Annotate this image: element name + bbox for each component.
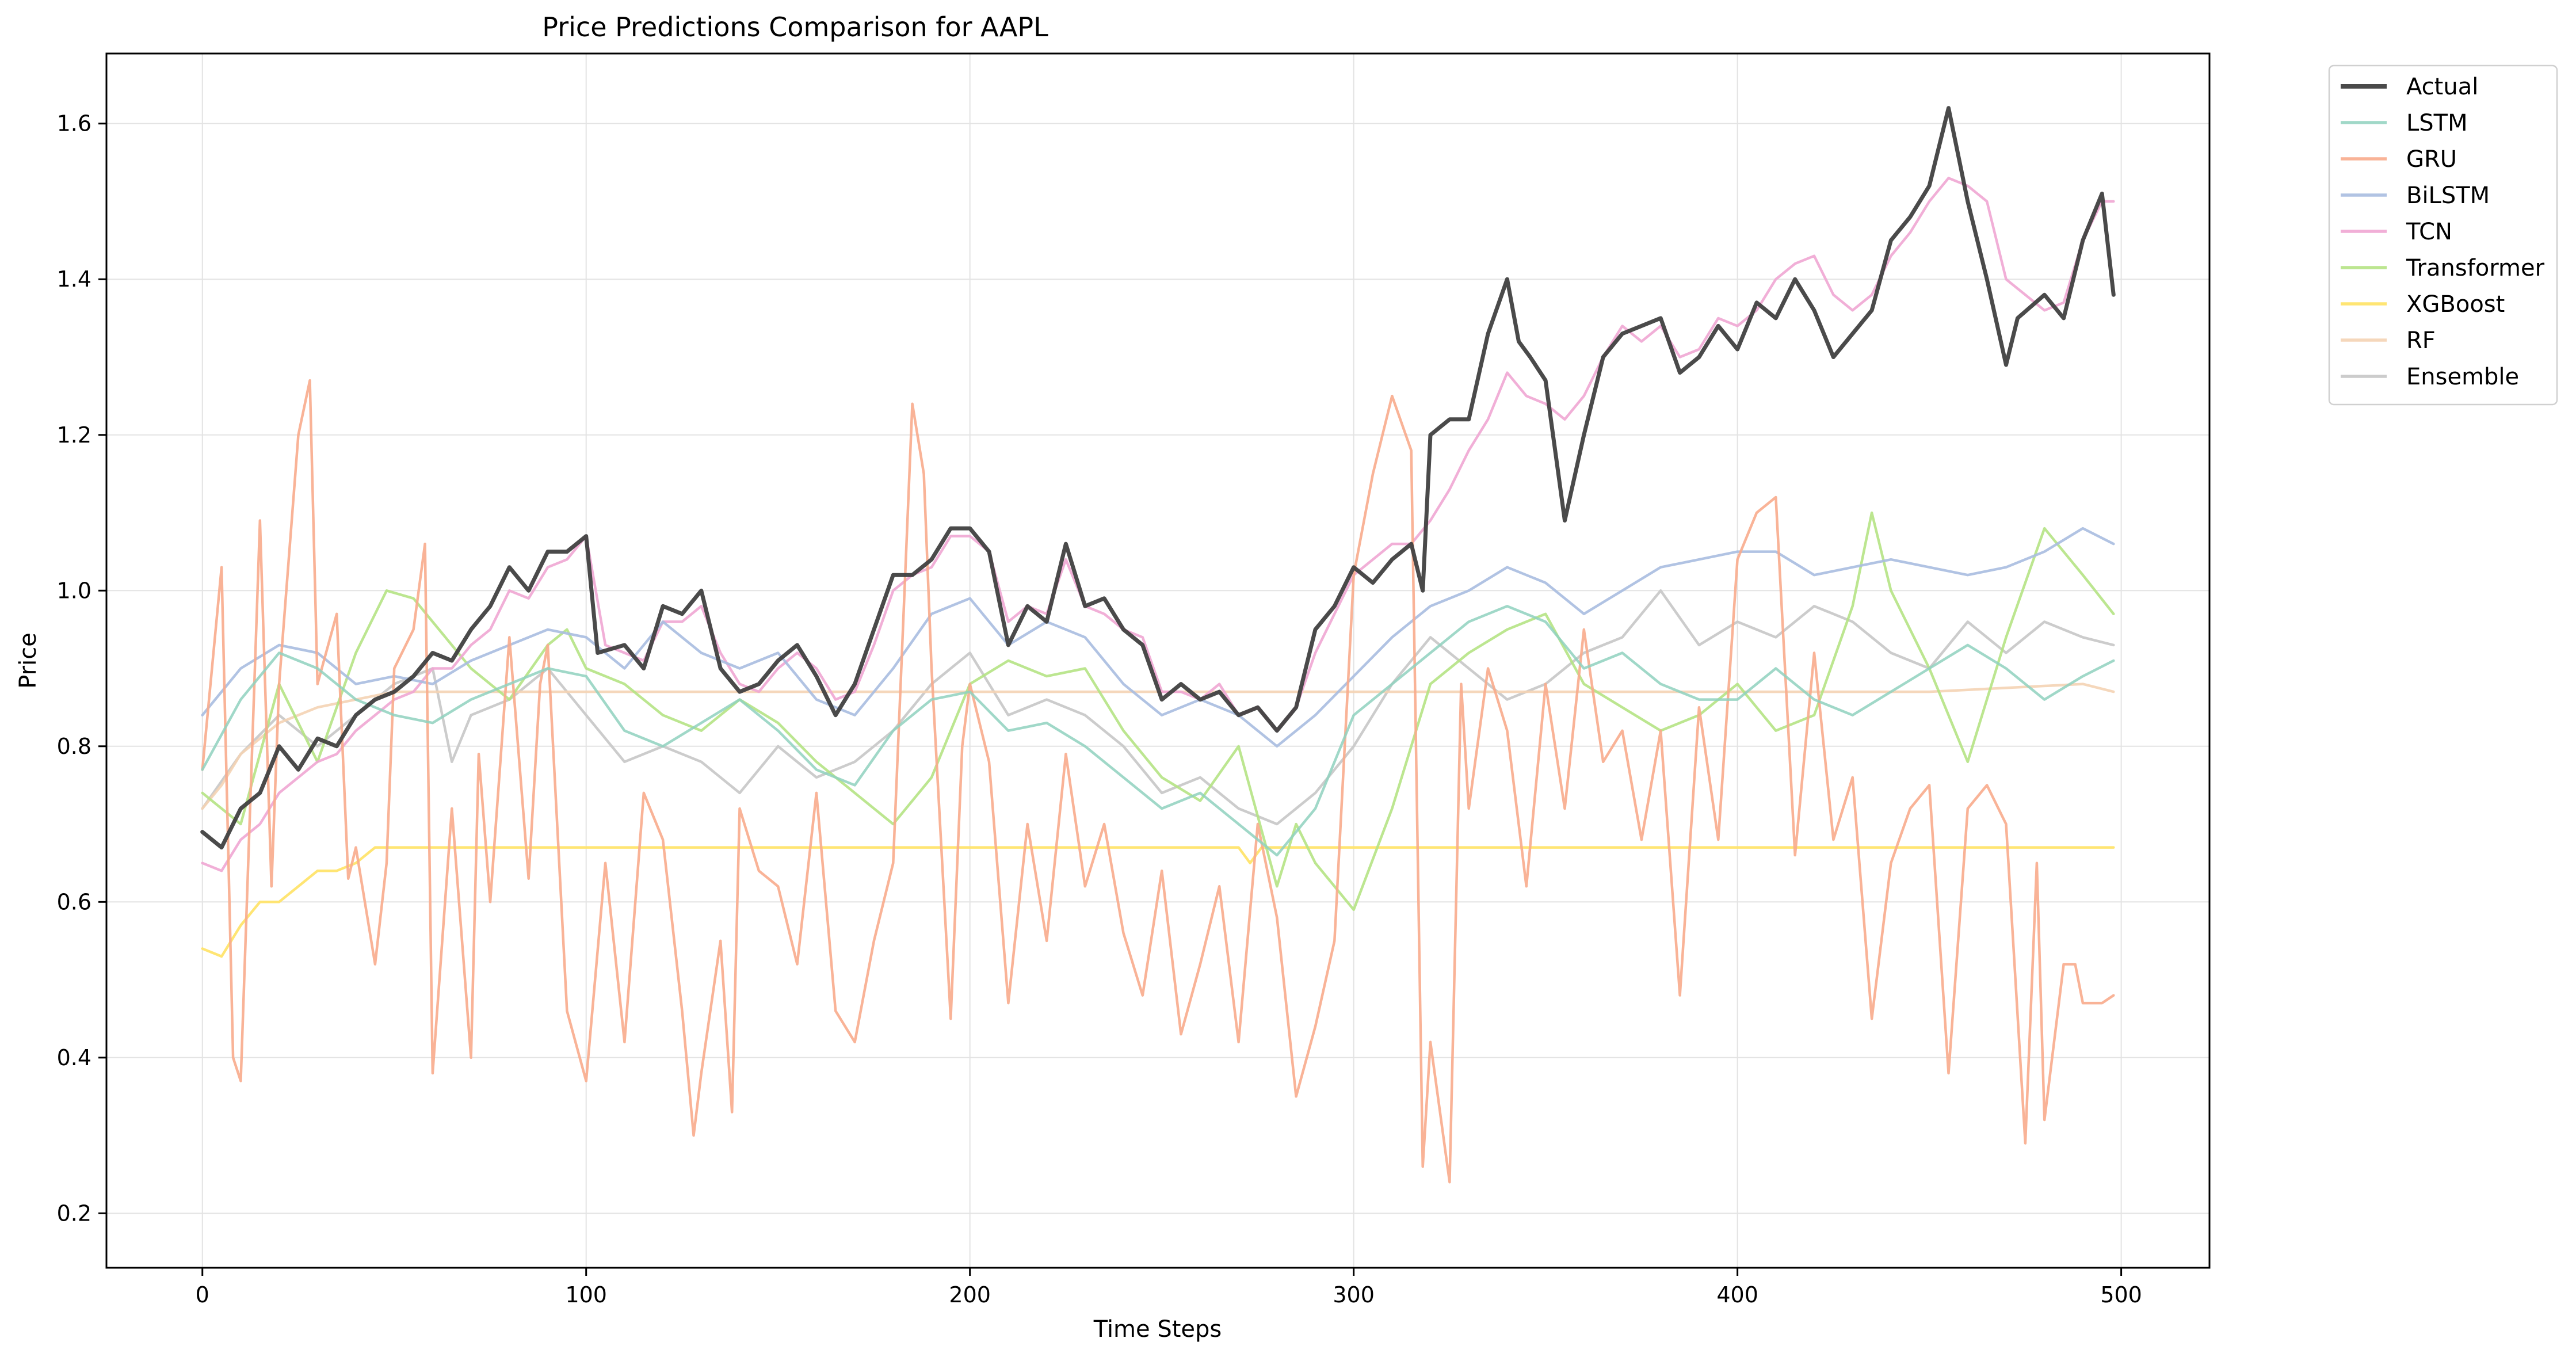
y-tick-label: 1.4 [57,266,91,292]
x-tick-label: 0 [196,1282,209,1307]
x-tick-label: 100 [565,1282,607,1307]
series-line-lstm [201,605,2115,857]
series-line-actual [200,106,2116,850]
legend-label-rf: RF [2406,327,2436,354]
legend-label-bilstm: BiLSTM [2406,182,2490,209]
legend-label-transformer: Transformer [2406,255,2545,281]
legend: Actual LSTM GRU BiLSTM TCN Transformer XGBoost… [2328,64,2558,406]
series-line-ensemble [201,589,2115,826]
legend-label-tcn: TCN [2406,219,2452,245]
legend-label-ensemble: Ensemble [2406,364,2519,390]
y-tick-label: 0.6 [57,889,91,914]
legend-label-actual: Actual [2406,74,2478,100]
x-tick-label: 300 [1333,1282,1375,1307]
series-line-bilstm [201,527,2115,748]
x-tick-label: 500 [2100,1282,2142,1307]
y-axis-label: Price [15,632,41,689]
y-tick-label: 0.8 [57,734,91,759]
legend-label-xgboost: XGBoost [2406,291,2505,318]
plot-frame [105,52,2211,1269]
x-tick-label: 200 [949,1282,991,1307]
series-line-transformer [201,511,2115,912]
x-axis-label: Time Steps [1093,1316,1222,1343]
y-tick-label: 0.4 [57,1045,91,1070]
y-tick-label: 1.6 [57,111,91,136]
legend-label-gru: GRU [2406,146,2457,173]
series-line-gru [201,379,2115,1184]
series-line-rf [201,683,2115,810]
y-tick-label: 1.0 [57,578,91,603]
grid [106,54,2209,1268]
y-axis-ticks: 0.2 0.4 0.6 0.8 1.0 1.2 1.4 1.6 [57,111,106,1226]
y-tick-label: 1.2 [57,422,91,448]
legend-label-lstm: LSTM [2406,110,2468,136]
x-tick-label: 400 [1716,1282,1758,1307]
y-tick-label: 0.2 [57,1200,91,1226]
chart-title: Price Predictions Comparison for AAPL [542,12,1048,43]
series-line-tcn [201,177,2115,872]
series-lines [200,106,2116,1184]
legend-box [2328,64,2558,406]
x-axis-ticks: 0 100 200 300 400 500 [196,1268,2142,1307]
series-line-xgboost [201,846,2115,958]
